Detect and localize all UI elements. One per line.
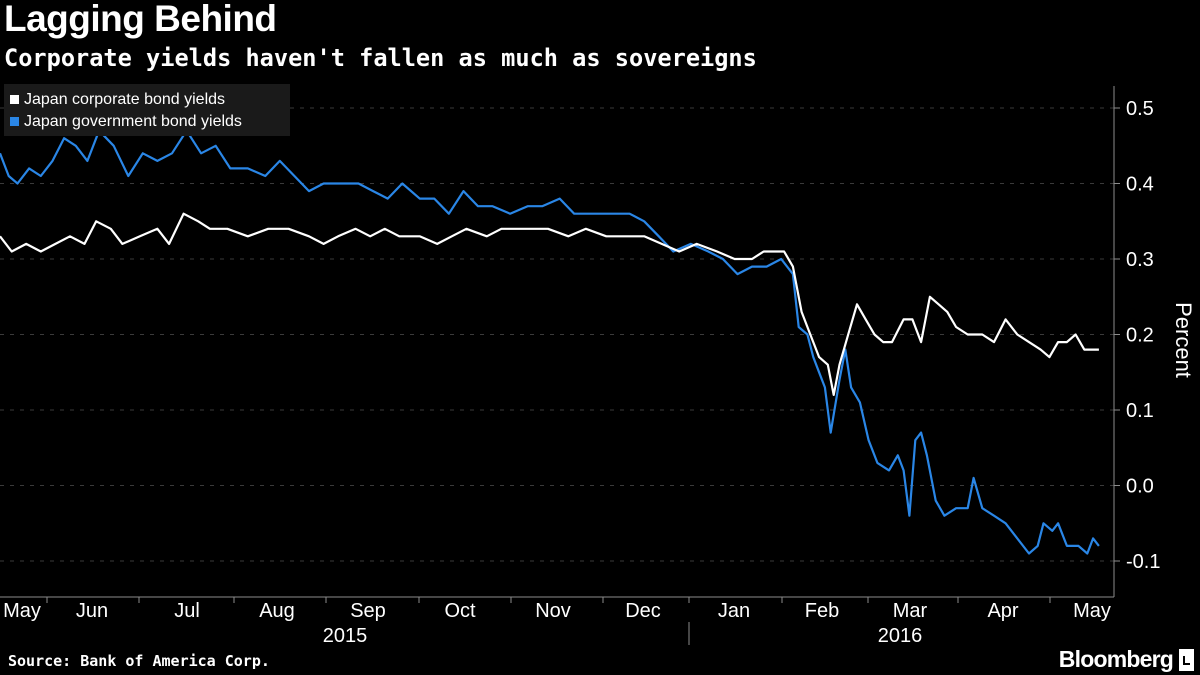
government-series	[0, 129, 1100, 555]
legend-swatch-government	[10, 117, 19, 126]
x-tick-label: Dec	[625, 600, 661, 622]
x-tick-label: Aug	[259, 600, 295, 622]
government-bond-yield-line	[0, 129, 1100, 555]
y-axis: 0.5 0.4 0.3 0.2 0.1 0.0 -0.1	[1113, 86, 1160, 597]
x-tick-label: Jun	[76, 600, 108, 622]
x-axis: May Jun Jul Aug Sep Oct Nov Dec Jan Feb Mar Apr May 2…	[0, 596, 1114, 647]
y-tick-label: 0.4	[1126, 174, 1154, 196]
year-label: 2016	[878, 625, 923, 647]
brand-name: Bloomberg	[1058, 646, 1174, 672]
corporate-series	[0, 212, 1099, 396]
bloomberg-terminal-icon	[1179, 648, 1194, 671]
y-tick-label: 0.1	[1126, 400, 1154, 422]
chart-title: Lagging Behind	[4, 0, 277, 39]
legend-label-corporate: Japan corporate bond yields	[24, 91, 225, 108]
legend-background	[4, 84, 290, 136]
y-tick-label: 0.3	[1126, 249, 1154, 271]
y-tick-label: -0.1	[1126, 551, 1160, 573]
legend: Japan corporate bond yields Japan govern…	[4, 84, 290, 136]
x-tick-label: Mar	[893, 600, 928, 622]
gridlines	[0, 107, 1114, 562]
y-tick-label: 0.5	[1126, 98, 1154, 120]
brand-logo: Bloomberg	[1059, 646, 1194, 673]
y-tick-label: 0.2	[1126, 325, 1154, 347]
x-tick-label: Jul	[174, 600, 200, 622]
x-tick-label: Sep	[350, 600, 386, 622]
x-tick-label: Oct	[444, 600, 476, 622]
chart-subtitle: Corporate yields haven't fallen as much …	[4, 44, 757, 72]
x-tick-label: Nov	[535, 600, 571, 622]
x-tick-label: Apr	[987, 600, 1018, 622]
y-tick-label: 0.0	[1126, 476, 1154, 498]
x-tick-label: May	[3, 600, 41, 622]
legend-label-government: Japan government bond yields	[24, 113, 242, 130]
source-note: Source: Bank of America Corp.	[8, 652, 270, 670]
year-label: 2015	[323, 625, 368, 647]
legend-swatch-corporate	[10, 95, 19, 104]
x-tick-label: May	[1073, 600, 1111, 622]
corporate-bond-yield-line	[0, 212, 1099, 396]
x-tick-label: Jan	[718, 600, 750, 622]
y-axis-title: Percent	[1171, 302, 1196, 378]
x-tick-label: Feb	[805, 600, 839, 622]
